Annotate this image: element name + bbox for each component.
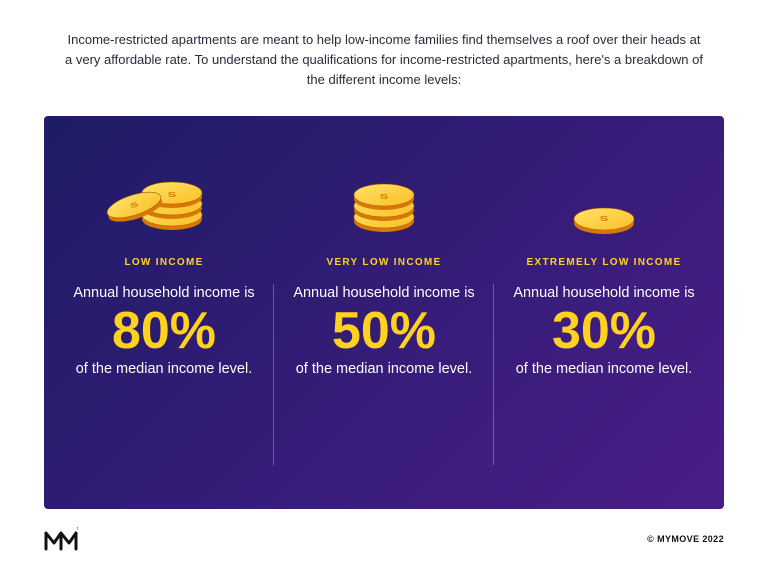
percent-value: 50% [332, 304, 436, 359]
col-very-low-income: S VERY LOW INCOME Annual household incom… [274, 144, 494, 477]
desc-top: Annual household income is [73, 284, 254, 303]
svg-text:S: S [168, 192, 177, 199]
desc-top: Annual household income is [513, 284, 694, 303]
col-extremely-low-income: S EXTREMELY LOW INCOME Annual household … [494, 144, 714, 477]
coins-icon-3: S [334, 144, 434, 239]
category-label: EXTREMELY LOW INCOME [527, 257, 682, 268]
copyright-text: © MYMOVE 2022 [647, 534, 724, 544]
coins-icon-4: S S [104, 144, 224, 239]
col-low-income: S S LOW INCOME Annual household income i… [54, 144, 274, 477]
desc-bottom: of the median income level. [516, 360, 693, 379]
category-label: VERY LOW INCOME [326, 257, 441, 268]
svg-text:S: S [380, 194, 389, 201]
percent-value: 30% [552, 304, 656, 359]
svg-text:™: ™ [76, 527, 78, 534]
svg-text:S: S [600, 216, 609, 223]
coins-icon-1: S [554, 144, 654, 239]
mymove-logo-icon: ™ [44, 527, 78, 551]
desc-top: Annual household income is [293, 284, 474, 303]
footer: ™ © MYMOVE 2022 [44, 527, 724, 551]
desc-bottom: of the median income level. [76, 360, 253, 379]
intro-paragraph: Income-restricted apartments are meant t… [44, 30, 724, 90]
percent-value: 80% [112, 304, 216, 359]
income-panel: S S LOW INCOME Annual household income i… [44, 116, 724, 509]
desc-bottom: of the median income level. [296, 360, 473, 379]
category-label: LOW INCOME [124, 257, 203, 268]
